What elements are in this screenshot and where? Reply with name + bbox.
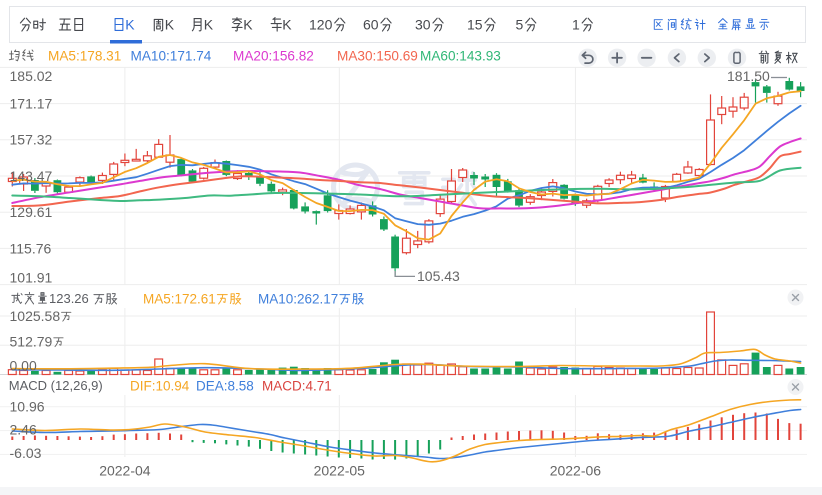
svg-text:105.43: 105.43 [417,268,460,284]
svg-text:185.02: 185.02 [10,68,53,84]
svg-text:MA10:262.17: MA10:262.17 [258,291,338,306]
svg-text:MA5:172.61: MA5:172.61 [143,291,216,306]
svg-text:K: K [125,16,135,32]
svg-text:DIF:10.94: DIF:10.94 [130,378,190,393]
svg-text:10.96: 10.96 [10,399,45,415]
svg-text:DEA:8.58: DEA:8.58 [196,378,254,393]
svg-text:120: 120 [309,16,333,32]
svg-text:0.00: 0.00 [10,357,37,373]
svg-text:101.91: 101.91 [10,269,53,285]
svg-text:-6.03: -6.03 [10,445,42,461]
svg-text:K: K [282,16,292,32]
svg-text:1025.58: 1025.58 [10,308,61,324]
svg-text:2022-04: 2022-04 [99,462,151,478]
svg-text:2.46: 2.46 [10,421,37,437]
svg-text:115.76: 115.76 [10,240,52,256]
svg-text:2022-06: 2022-06 [550,462,602,478]
svg-text:K: K [204,16,214,32]
svg-text:123.26: 123.26 [49,291,89,306]
svg-text:MA5:178.31: MA5:178.31 [48,48,121,63]
svg-text:129.61: 129.61 [10,204,53,220]
svg-text:60: 60 [363,16,379,32]
svg-text:1: 1 [572,16,580,32]
svg-text:30: 30 [415,16,431,32]
svg-text:143.47: 143.47 [10,168,53,184]
svg-text:MA60:143.93: MA60:143.93 [420,48,501,63]
svg-text:2022-05: 2022-05 [314,462,366,478]
svg-text:5: 5 [516,16,524,32]
svg-text:MACD:4.71: MACD:4.71 [262,378,332,393]
svg-text:15: 15 [467,16,483,32]
svg-text:MA10:171.74: MA10:171.74 [131,48,212,63]
svg-text:157.32: 157.32 [10,132,53,148]
svg-text:181.50: 181.50 [727,68,770,84]
svg-text:MA20:156.82: MA20:156.82 [233,48,314,63]
svg-text:171.17: 171.17 [10,96,53,112]
svg-text:MA30:150.69: MA30:150.69 [337,48,418,63]
svg-text:K: K [243,16,253,32]
svg-text:K: K [165,16,175,32]
svg-text:512.79: 512.79 [10,333,53,349]
svg-text:MACD (12,26,9): MACD (12,26,9) [9,378,103,393]
